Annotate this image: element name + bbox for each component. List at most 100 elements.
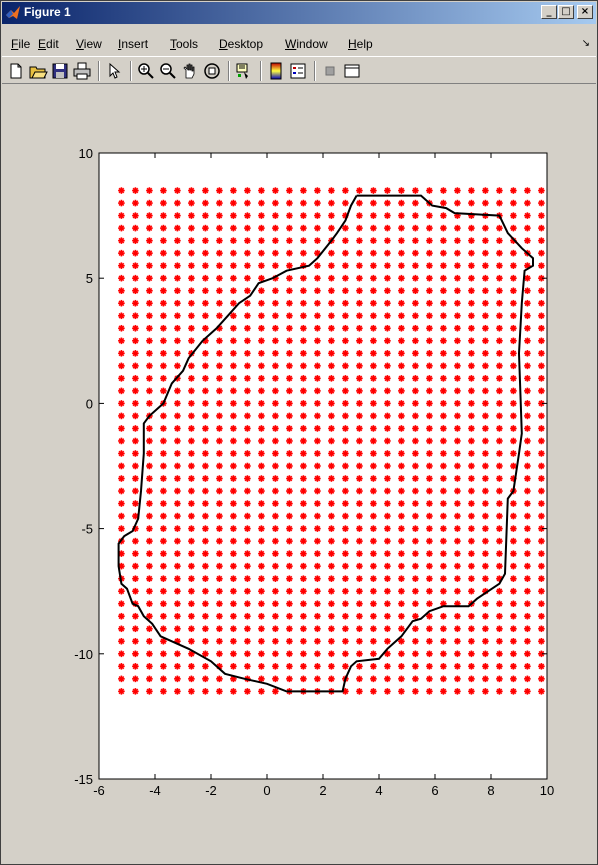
menu-file[interactable]: File [11,37,31,51]
scatter-marker [202,462,209,470]
scatter-marker [496,324,503,332]
scatter-marker [300,312,307,320]
menu-tools[interactable]: Tools [170,37,199,51]
scatter-marker [342,600,349,608]
hide-plot-tools-icon[interactable] [320,61,340,81]
scatter-marker [132,249,139,257]
menu-help[interactable]: Help [348,37,373,51]
scatter-marker [412,562,419,570]
scatter-marker [524,537,531,545]
maximize-button[interactable]: □ [558,5,574,19]
scatter-marker [174,512,181,520]
scatter-marker [398,487,405,495]
scatter-marker [216,600,223,608]
scatter-marker [412,362,419,370]
minimize-button[interactable]: _ [541,5,557,19]
scatter-marker [328,312,335,320]
scatter-marker [314,550,321,557]
menu-window[interactable]: Window [285,37,328,51]
scatter-marker [454,400,461,407]
close-button[interactable]: × [577,5,593,19]
menu-desktop[interactable]: Desktop [219,37,264,51]
scatter-marker [160,537,167,545]
scatter-marker [510,337,517,345]
scatter-marker [258,675,265,683]
scatter-marker [230,274,237,282]
zoom-in-icon[interactable] [136,61,156,81]
scatter-marker [538,550,545,557]
scatter-marker [160,625,167,633]
scatter-marker [286,663,293,670]
scatter-marker [300,562,307,570]
pan-icon[interactable] [180,61,200,81]
scatter-marker [356,249,363,257]
scatter-marker [482,562,489,570]
scatter-marker [174,274,181,282]
rotate-3d-icon[interactable] [202,61,222,81]
scatter-marker [440,562,447,570]
menu-overflow-icon[interactable]: ↘ [581,38,590,49]
scatter-marker [468,224,475,232]
scatter-marker [384,324,391,332]
menu-view[interactable]: View [76,37,102,51]
scatter-marker [482,600,489,608]
scatter-marker [300,575,307,582]
scatter-marker [482,262,489,269]
scatter-marker [538,512,545,520]
title-bar[interactable]: Figure 1 _ □ × [2,2,596,24]
menu-insert[interactable]: Insert [118,37,149,51]
scatter-marker [468,487,475,495]
scatter-marker [314,487,321,495]
scatter-marker [244,400,251,407]
scatter-marker [146,562,153,570]
scatter-marker [412,199,419,207]
scatter-marker [496,462,503,470]
show-plot-tools-icon[interactable] [342,61,362,81]
scatter-marker [118,688,125,695]
scatter-marker [398,425,405,432]
new-figure-icon[interactable] [6,61,26,81]
edit-plot-icon[interactable] [104,61,124,81]
menu-edit[interactable]: Edit [38,37,59,51]
legend-icon[interactable] [288,61,308,81]
scatter-marker [412,688,419,695]
scatter-marker [188,587,195,595]
zoom-out-icon[interactable] [158,61,178,81]
scatter-marker [216,212,223,219]
colorbar-icon[interactable] [266,61,286,81]
scatter-marker [342,487,349,495]
scatter-marker [468,675,475,683]
scatter-marker [384,600,391,608]
plot-axes[interactable]: -6 -4 -2 0 2 4 6 8 10 -15 -10 -5 0 5 10 [2,85,596,863]
scatter-marker [538,287,545,295]
scatter-marker [202,400,209,407]
scatter-marker [258,663,265,670]
x-tick-label: -6 [93,783,105,798]
scatter-marker [496,400,503,407]
scatter-marker [440,512,447,520]
scatter-marker [384,350,391,357]
scatter-marker [398,237,405,244]
print-icon[interactable] [72,61,92,81]
scatter-marker [286,249,293,257]
scatter-marker [174,199,181,207]
scatter-marker [328,612,335,620]
open-file-icon[interactable] [28,61,48,81]
scatter-marker [384,575,391,582]
scatter-marker [496,612,503,620]
scatter-marker [412,625,419,633]
scatter-marker [328,437,335,445]
scatter-marker [384,500,391,507]
scatter-marker [412,425,419,432]
boundary-line [117,194,534,693]
save-icon[interactable] [50,61,70,81]
scatter-marker [328,337,335,345]
scatter-marker [496,199,503,207]
data-cursor-icon[interactable] [234,61,254,81]
scatter-marker [174,425,181,432]
scatter-marker [132,362,139,370]
scatter-marker [426,637,433,645]
scatter-marker [510,663,517,670]
scatter-marker [356,450,363,457]
scatter-marker [426,512,433,520]
